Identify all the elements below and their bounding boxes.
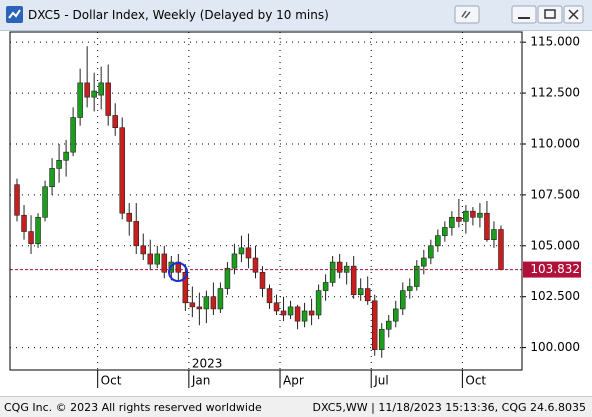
candle-body [294,306,301,322]
candle-body [133,221,140,247]
status-bar: CQG Inc. © 2023 All rights reserved worl… [0,396,592,417]
candle-body [28,231,34,245]
candle-body [63,151,69,161]
candle-body [189,302,196,308]
candle-body [161,253,168,273]
candle-body [14,184,20,216]
candle-body [273,302,280,312]
candle-body [456,216,462,222]
candle-body [217,288,224,310]
candle-body [105,82,111,116]
candle-body [477,212,483,218]
candle-body [435,235,441,247]
candle-body [56,159,62,169]
window-buttons[interactable] [454,4,584,26]
status-info: DXC5,WW | 11/18/2023 15:13:36, CQG 24.6.… [312,401,586,414]
candle-body [357,288,364,295]
candle-body [400,290,406,310]
window-title: DXC5 - Dollar Index, Weekly (Delayed by … [28,8,329,22]
candle-body [259,271,266,289]
highlight-circle [168,262,188,282]
candle-body [498,229,504,270]
candle-body [280,310,287,316]
candle-body [470,210,476,218]
title-bar: DXC5 - Dollar Index, Weekly (Delayed by … [0,0,592,31]
candle-body [463,210,469,222]
last-price-box [523,261,581,278]
candle-body [407,286,413,291]
candle-body [371,300,378,350]
candle-body [203,296,210,310]
last-price-label: 103.832 [530,262,580,276]
candle-body [385,320,392,330]
copyright: CQG Inc. © 2023 All rights reserved worl… [4,401,262,414]
candle-body [315,290,322,316]
year-label: 2023 [192,357,223,371]
candle-body [449,216,455,228]
candle-body [266,288,273,304]
y-tick-label: 110.000 [530,136,580,150]
candle-body [428,245,434,259]
y-tick-label: 105.000 [530,238,580,252]
candle-body [442,227,448,236]
x-tick-label: Apr [283,374,304,388]
candle-body [245,247,252,259]
candle-body [252,257,259,273]
x-tick-label: Oct [101,374,122,388]
candle-body [421,257,427,267]
candle-body [308,310,315,316]
candle-body [336,261,343,273]
y-tick-label: 112.500 [530,86,580,100]
candle-body [70,117,76,153]
candle-body [147,253,154,265]
x-tick-label: Jan [191,374,211,388]
candle-body [140,245,147,255]
app-icon [6,6,23,23]
candle-body [484,212,490,240]
y-tick-label: 107.500 [530,187,580,201]
plot-frame [9,31,523,371]
candle-body [119,127,125,214]
candle-body [224,267,231,289]
candle-body [98,82,104,96]
x-tick-label: Oct [465,374,486,388]
candle-body [350,265,357,295]
candle-body [301,310,308,322]
candle-body [378,328,385,350]
candle-body [238,247,245,255]
candle-body [77,82,83,118]
candle-body [84,82,90,98]
candle-body [154,253,161,265]
candle-body [491,229,497,240]
chart: 100.000 102.500 105.000 107.500 110.000 112.5… [9,31,581,388]
candle-body [287,306,294,316]
candle-body [364,288,371,302]
y-tick-label: 102.500 [530,289,580,303]
candle-body [322,282,329,291]
candle-body [182,271,189,304]
candle-body [21,214,27,232]
candle-body [329,261,336,283]
candle-body [414,265,420,287]
candle-body [392,308,399,322]
candle-body [42,186,48,218]
y-tick-label: 100.000 [530,340,580,354]
candle-body [35,216,41,245]
candle-body [49,168,55,188]
candle-body [112,115,118,128]
candle-body [91,90,97,98]
candle-body [126,212,132,222]
candle-body [210,296,217,310]
x-tick-label: Jul [373,374,388,388]
candle-body [196,306,203,310]
y-tick-label: 115.000 [530,35,580,49]
candle-body [231,253,238,269]
